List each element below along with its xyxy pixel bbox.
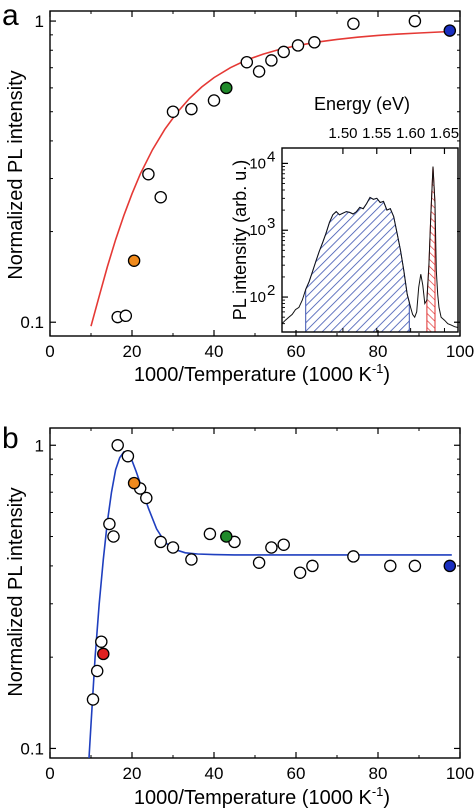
data-point-open: [203, 527, 217, 541]
data-point-open: [291, 39, 305, 52]
data-point-open: [252, 556, 266, 569]
panel-a: 0 20 40 60 80 100 0.1 1 Normalized PL intensity…: [5, 10, 474, 386]
data-point-open: [119, 309, 133, 323]
spectrum-line: [282, 166, 458, 328]
panel-b-letter: b: [2, 422, 19, 455]
data-point-open: [166, 105, 180, 118]
data-point-open: [90, 664, 104, 678]
x-tick-label: 20: [123, 342, 142, 361]
data-point-open: [408, 14, 422, 28]
data-point-open: [140, 491, 153, 505]
data-point-open: [111, 439, 124, 452]
inset-x-tick-label: 1.50: [328, 125, 357, 142]
data-point-open: [207, 94, 221, 107]
x-tick-label: 100: [446, 342, 474, 361]
data-point-open: [265, 54, 278, 67]
data-point-open: [265, 541, 278, 554]
inset-y-tick-label: 10: [249, 289, 266, 306]
x-tick-label: 40: [205, 342, 224, 361]
data-point-green: [220, 81, 233, 95]
data-point-open: [408, 559, 422, 573]
data-point-blue: [443, 24, 457, 37]
panel-a-fit-layer: [90, 30, 452, 327]
fit-curve-a: [90, 30, 452, 327]
panel-b-xlabel: 1000/Temperature (1000 K-1): [134, 784, 390, 809]
panel-b-ylabel: Normalized PL intensity: [5, 487, 27, 696]
panel-b-ticks: 0 20 40 60 80 100 0.1 1: [20, 428, 474, 783]
panel-a-ylabel: Normalized PL intensity: [5, 70, 27, 279]
inset-title: Energy (eV): [314, 94, 410, 114]
panel-a-ticks: 0 20 40 60 80 100 0.1 1: [20, 11, 474, 361]
data-point-open: [306, 559, 319, 573]
panel-b: 0 20 40 60 80 100 0.1 1 Normalized PL intensity…: [5, 427, 474, 809]
panel-b-frame: [49, 427, 461, 759]
inset-frame: [281, 147, 459, 333]
data-point-open: [121, 449, 135, 463]
data-point-open: [384, 559, 397, 573]
data-point-open: [86, 693, 100, 706]
data-point-open: [347, 550, 360, 563]
y-tick-label: 1: [35, 12, 44, 31]
data-point-red: [97, 647, 110, 661]
data-point-open: [308, 36, 321, 49]
panel-a-letter: a: [2, 0, 19, 32]
data-point-open: [142, 167, 155, 181]
hatched-region-red: [426, 166, 436, 332]
inset-x-tick-label: 1.60: [396, 125, 425, 142]
data-point-open: [154, 190, 167, 204]
inset-ylabel: PL intensity (arb. u.): [230, 160, 250, 320]
x-tick-label: 0: [45, 342, 54, 361]
data-point-blue: [443, 559, 457, 573]
x-tick-label: 60: [287, 342, 306, 361]
data-point-orange: [127, 476, 141, 490]
data-point-open: [277, 45, 290, 59]
inset-y-tick-label: 10: [249, 222, 266, 239]
data-point-open: [252, 65, 266, 78]
panel-a-points: [111, 14, 457, 324]
x-tick-label: 20: [123, 764, 142, 783]
data-point-open: [166, 541, 180, 554]
data-point-open: [240, 55, 254, 69]
x-tick-label: 80: [369, 342, 388, 361]
x-tick-label: 80: [369, 764, 388, 783]
x-tick-label: 100: [446, 764, 474, 783]
x-tick-label: 0: [45, 764, 54, 783]
data-point-open: [277, 538, 290, 551]
inset-y-tick-exponent: 3: [267, 215, 275, 232]
y-tick-label: 0.1: [20, 313, 44, 332]
inset-plot-area: [282, 166, 458, 332]
inset-y-tick-exponent: 2: [267, 282, 275, 299]
panel-b-points: [86, 439, 457, 706]
data-point-open: [185, 102, 198, 116]
data-point-open: [107, 530, 120, 543]
inset-x-tick-label: 1.65: [430, 125, 459, 142]
data-point-open: [95, 635, 108, 648]
data-point-open: [185, 553, 198, 566]
data-point-open: [103, 517, 116, 531]
x-tick-label: 40: [205, 764, 224, 783]
x-tick-label: 60: [287, 764, 306, 783]
data-point-open: [293, 566, 307, 579]
inset-y-tick-exponent: 4: [267, 148, 275, 165]
inset-x-tick-label: 1.55: [362, 125, 391, 142]
data-point-orange: [127, 254, 141, 267]
data-point-open: [347, 17, 360, 30]
y-tick-label: 1: [35, 436, 44, 455]
y-tick-label: 0.1: [20, 739, 44, 758]
data-point-open: [154, 535, 167, 549]
inset-y-tick-label: 10: [249, 155, 266, 172]
data-point-green: [220, 530, 233, 543]
panel-a-xlabel: 1000/Temperature (1000 K-1): [134, 361, 390, 386]
